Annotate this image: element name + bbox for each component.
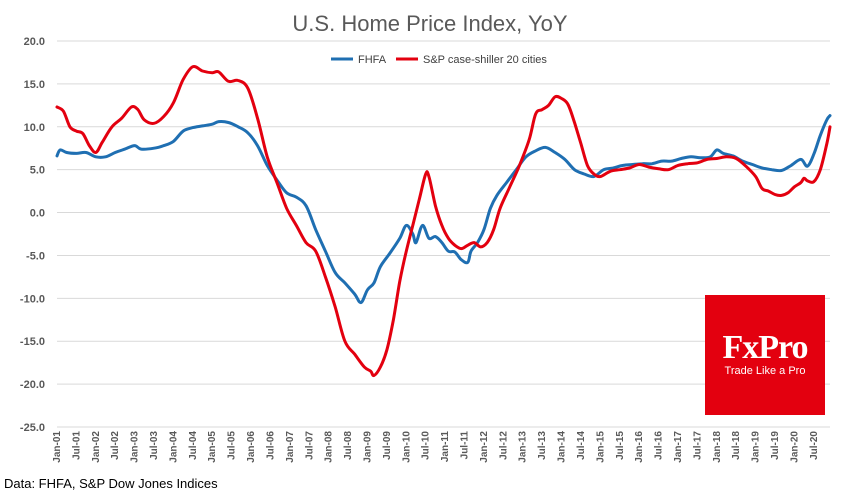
x-tick-label: Jul-20 — [809, 431, 820, 460]
chart-title: U.S. Home Price Index, YoY — [292, 11, 567, 36]
y-tick-label: -5.0 — [26, 250, 45, 262]
legend-label: S&P case-shiller 20 cities — [423, 54, 547, 66]
source-note: Data: FHFA, S&P Dow Jones Indices — [4, 476, 218, 491]
x-tick-label: Jan-20 — [789, 431, 800, 463]
x-axis: Jan-01 Jul-01 Jan-02 Jul-02 Jan-03 Jul-03 Jan-… — [52, 431, 820, 463]
x-tick-label: Jul-14 — [576, 431, 587, 460]
x-tick-label: Jan-04 — [168, 431, 179, 463]
x-tick-label: Jan-02 — [91, 431, 102, 463]
x-tick-label: Jul-05 — [227, 431, 238, 460]
series-lines — [55, 64, 832, 378]
x-tick-label: Jan-17 — [673, 431, 684, 463]
x-tick-label: Jul-09 — [382, 431, 393, 460]
x-tick-label: Jul-16 — [654, 431, 665, 460]
x-tick-label: Jan-18 — [712, 431, 723, 463]
y-tick-label: 15.0 — [24, 79, 45, 91]
series-line-fhfa — [55, 114, 832, 305]
y-tick-label: 20.0 — [24, 36, 45, 48]
x-tick-label: Jul-12 — [498, 431, 509, 460]
x-tick-label: Jul-15 — [615, 431, 626, 460]
logo-name: FxPro — [722, 329, 808, 366]
x-tick-label: Jan-07 — [285, 431, 296, 463]
y-tick-label: -15.0 — [20, 336, 45, 348]
x-tick-label: Jul-02 — [110, 431, 121, 460]
x-tick-label: Jan-05 — [207, 431, 218, 463]
y-tick-label: -20.0 — [20, 379, 45, 391]
x-tick-label: Jan-09 — [362, 431, 373, 463]
x-tick-label: Jan-03 — [130, 431, 141, 463]
x-tick-label: Jul-08 — [343, 431, 354, 460]
y-tick-label: 0.0 — [30, 208, 45, 220]
x-tick-label: Jul-18 — [731, 431, 742, 460]
x-tick-label: Jan-08 — [324, 431, 335, 463]
x-tick-label: Jul-17 — [692, 431, 703, 460]
x-tick-label: Jul-10 — [421, 431, 432, 460]
y-tick-label: 5.0 — [30, 165, 45, 177]
x-tick-label: Jan-11 — [440, 431, 451, 463]
x-tick-label: Jul-11 — [460, 431, 471, 460]
x-tick-label: Jul-01 — [71, 431, 82, 460]
series-line-sp-case-shiller — [55, 64, 832, 378]
y-axis: 20.0 15.0 10.0 5.0 0.0 -5.0 -10.0 -15.0 -20.0 -25… — [20, 36, 45, 434]
x-tick-label: Jan-12 — [479, 431, 490, 463]
x-tick-label: Jul-13 — [537, 431, 548, 460]
x-tick-label: Jan-01 — [52, 431, 63, 463]
x-tick-label: Jan-10 — [401, 431, 412, 463]
x-tick-label: Jul-19 — [770, 431, 781, 460]
x-tick-label: Jan-13 — [518, 431, 529, 463]
y-tick-label: 10.0 — [24, 122, 45, 134]
legend-label: FHFA — [358, 54, 387, 66]
grid-lines — [57, 40, 830, 428]
x-tick-label: Jan-16 — [634, 431, 645, 463]
x-tick-label: Jul-03 — [149, 431, 160, 460]
x-tick-label: Jan-06 — [246, 431, 257, 463]
x-tick-label: Jan-15 — [595, 431, 606, 463]
x-tick-label: Jul-06 — [265, 431, 276, 460]
fxpro-logo: FxPro Trade Like a Pro — [705, 295, 825, 415]
x-tick-label: Jan-14 — [557, 431, 568, 463]
y-tick-label: -25.0 — [20, 422, 45, 434]
x-tick-label: Jul-04 — [188, 431, 199, 460]
y-tick-label: -10.0 — [20, 293, 45, 305]
x-tick-label: Jul-07 — [304, 431, 315, 460]
logo-tagline: Trade Like a Pro — [724, 365, 806, 377]
chart-legend: FHFA S&P case-shiller 20 cities — [331, 54, 547, 66]
x-tick-label: Jan-19 — [751, 431, 762, 463]
